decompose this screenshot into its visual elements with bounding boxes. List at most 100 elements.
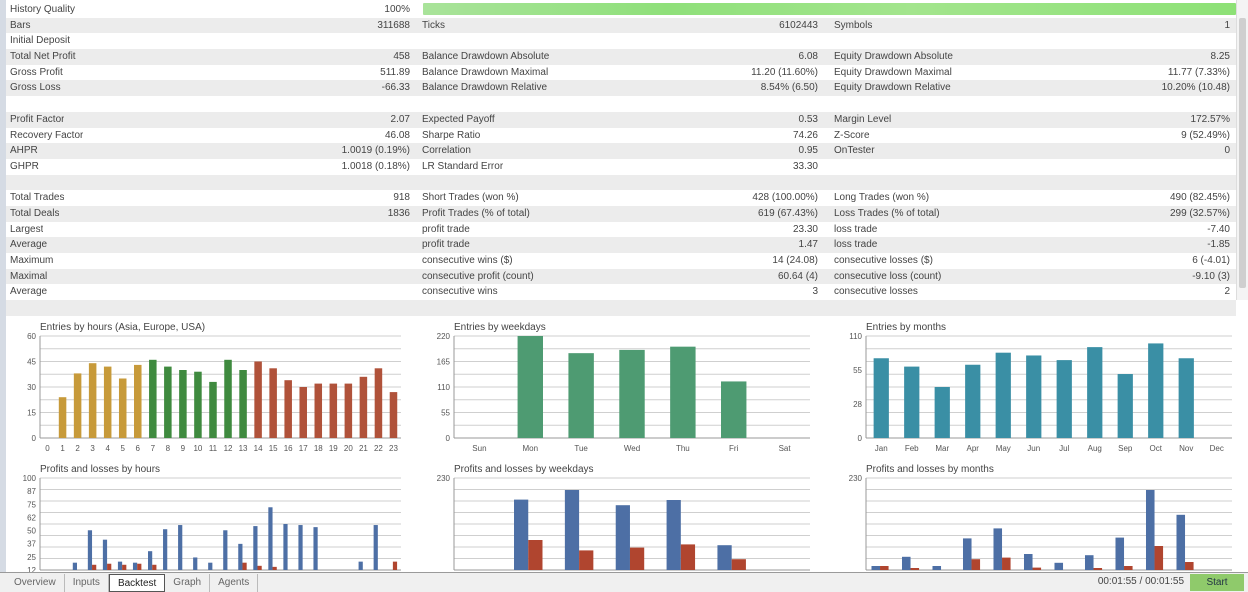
- bar: [873, 358, 889, 438]
- bar: [149, 359, 157, 438]
- y-tick-label: 37: [27, 540, 36, 549]
- x-tick-label: Thu: [676, 444, 690, 453]
- stats-cell: Gross Profit 511.89: [6, 65, 416, 81]
- stats-row: Profit Factor 2.07 Expected Payoff 0.53 Marg…: [6, 111, 1236, 128]
- stat-label: Equity Drawdown Absolute: [834, 51, 953, 63]
- stat-label: Balance Drawdown Maximal: [422, 66, 549, 78]
- stat-value: 10.20% (10.48): [1161, 82, 1230, 94]
- stats-cell: Balance Drawdown Relative 8.54% (6.50): [416, 80, 824, 96]
- bar-losses: [629, 547, 645, 570]
- stat-label: Gross Loss: [10, 82, 61, 94]
- x-tick-label: Dec: [1210, 444, 1224, 453]
- chart-svg: Entries by weekdays 0 55 110 165 220 Sun Mon Tue…: [437, 322, 810, 453]
- bar-losses: [1032, 567, 1042, 570]
- stats-cell: consecutive wins 3: [416, 284, 824, 300]
- stats-row: Total Net Profit 458 Balance Drawdown Abso…: [6, 49, 1236, 65]
- stats-row: History Quality 100%: [6, 2, 1236, 18]
- stat-value: -9.10 (3): [1192, 270, 1230, 282]
- stat-label: Total Deals: [10, 207, 60, 219]
- chart-2: Entries by months 0 28 55 110 Jan Feb Mar Apr May…: [832, 318, 1242, 458]
- bar-losses: [392, 561, 398, 570]
- bar: [517, 336, 543, 438]
- y-tick-label: 45: [27, 358, 36, 367]
- bar-profits: [253, 526, 258, 570]
- tab-graph[interactable]: Graph: [165, 573, 211, 592]
- bar-losses: [152, 564, 157, 570]
- stat-value: 11.77 (7.33%): [1167, 66, 1230, 78]
- stats-cell: Expected Payoff 0.53: [416, 112, 824, 128]
- y-tick-label: 28: [853, 400, 862, 409]
- bar: [359, 376, 368, 438]
- chart-title: Entries by months: [866, 322, 946, 333]
- stats-cell: Long Trades (won %) 490 (82.45%): [824, 190, 1236, 206]
- bar-profits: [615, 505, 630, 570]
- stats-row: Total Trades 918 Short Trades (won %) 428 (…: [6, 190, 1236, 206]
- stat-label: consecutive wins ($): [422, 255, 513, 266]
- stat-value: 1.0019 (0.19%): [341, 145, 410, 157]
- stat-value: 9 (52.49%): [1181, 129, 1230, 141]
- stats-cell: Sharpe Ratio 74.26: [416, 128, 824, 144]
- bar: [269, 368, 277, 438]
- bar-losses: [680, 544, 696, 570]
- x-tick-label: 21: [359, 444, 368, 453]
- bar-profits: [298, 525, 303, 570]
- stat-label: Average: [10, 239, 48, 251]
- bar: [619, 349, 645, 438]
- tab-agents[interactable]: Agents: [210, 573, 259, 592]
- stats-cell: AHPR 1.0019 (0.19%): [6, 143, 416, 159]
- x-tick-label: Jun: [1027, 444, 1040, 453]
- stat-value: 490 (82.45%): [1169, 192, 1230, 204]
- tab-inputs[interactable]: Inputs: [65, 573, 109, 592]
- stat-label: Largest: [10, 223, 44, 235]
- stat-value: 619 (67.43%): [757, 207, 818, 219]
- stats-cell: [824, 33, 1236, 49]
- chart-5: Profits and losses by months 230: [832, 460, 1242, 572]
- x-tick-label: 12: [224, 444, 233, 453]
- stat-value: 1836: [387, 207, 410, 219]
- bar-profits: [313, 527, 318, 570]
- start-button[interactable]: Start: [1190, 574, 1244, 591]
- stats-row: Average profit trade 1.47 loss trade -1.85: [6, 237, 1236, 253]
- stat-value: 6102443: [779, 19, 818, 31]
- stats-cell: Correlation 0.95: [416, 143, 824, 159]
- x-tick-label: 14: [254, 444, 263, 453]
- stats-row: GHPR 1.0018 (0.18%) LR Standard Error 33.30: [6, 159, 1236, 175]
- bar: [329, 383, 338, 438]
- vertical-scrollbar[interactable]: [1236, 0, 1248, 300]
- bar-profits: [373, 525, 378, 570]
- stats-cell: [824, 96, 1236, 112]
- y-tick-label: 75: [27, 500, 36, 509]
- stats-cell: Gross Loss -66.33: [6, 80, 416, 96]
- x-tick-label: 13: [239, 444, 248, 453]
- bar-losses: [1002, 557, 1011, 570]
- bar: [58, 397, 67, 438]
- stat-value: 0.95: [798, 145, 818, 157]
- stats-cell: Initial Deposit: [6, 33, 416, 49]
- stats-cell: Maximum: [6, 253, 416, 269]
- stats-row: Recovery Factor 46.08 Sharpe Ratio 74.26 Z-S…: [6, 128, 1236, 144]
- bar: [134, 364, 142, 438]
- stats-row: Gross Profit 511.89 Balance Drawdown Maxim…: [6, 65, 1236, 81]
- chart-1: Entries by weekdays 0 55 110 165 220 Sun Mon Tue…: [420, 318, 820, 458]
- scrollbar-thumb[interactable]: [1239, 18, 1246, 288]
- bar: [568, 353, 594, 438]
- stat-label: Bars: [10, 19, 31, 31]
- bar-losses: [92, 564, 97, 570]
- stat-label: GHPR: [10, 160, 39, 172]
- tab-overview[interactable]: Overview: [6, 573, 65, 592]
- chart-svg: Entries by months 0 28 55 110 Jan Feb Mar Apr May…: [849, 322, 1232, 453]
- x-tick-label: 18: [314, 444, 323, 453]
- x-tick-label: Jul: [1059, 444, 1069, 453]
- stats-cell: Balance Drawdown Absolute 6.08: [416, 49, 824, 65]
- x-tick-label: 17: [299, 444, 308, 453]
- stats-cell: [416, 96, 824, 112]
- stat-label: profit trade: [422, 223, 470, 235]
- tab-backtest[interactable]: Backtest: [108, 573, 166, 592]
- bar-losses: [257, 565, 262, 570]
- stat-label: consecutive losses: [834, 286, 918, 298]
- stats-cell: profit trade 1.47: [416, 237, 824, 253]
- stats-cell: Margin Level 172.57%: [824, 112, 1236, 128]
- y-tick-label: 0: [858, 434, 863, 443]
